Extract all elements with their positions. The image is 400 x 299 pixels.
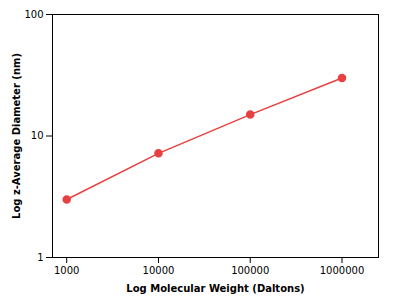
svg-text:1: 1 [37,252,43,263]
svg-text:100000: 100000 [231,265,269,276]
svg-text:10: 10 [31,130,44,141]
svg-text:Log Molecular Weight (Daltons): Log Molecular Weight (Daltons) [126,283,304,294]
svg-text:10000: 10000 [143,265,175,276]
svg-text:1000000: 1000000 [320,265,365,276]
svg-text:Log z-Average Diameter (nm): Log z-Average Diameter (nm) [11,53,22,219]
svg-text:1000: 1000 [54,265,79,276]
svg-text:100: 100 [24,9,43,20]
